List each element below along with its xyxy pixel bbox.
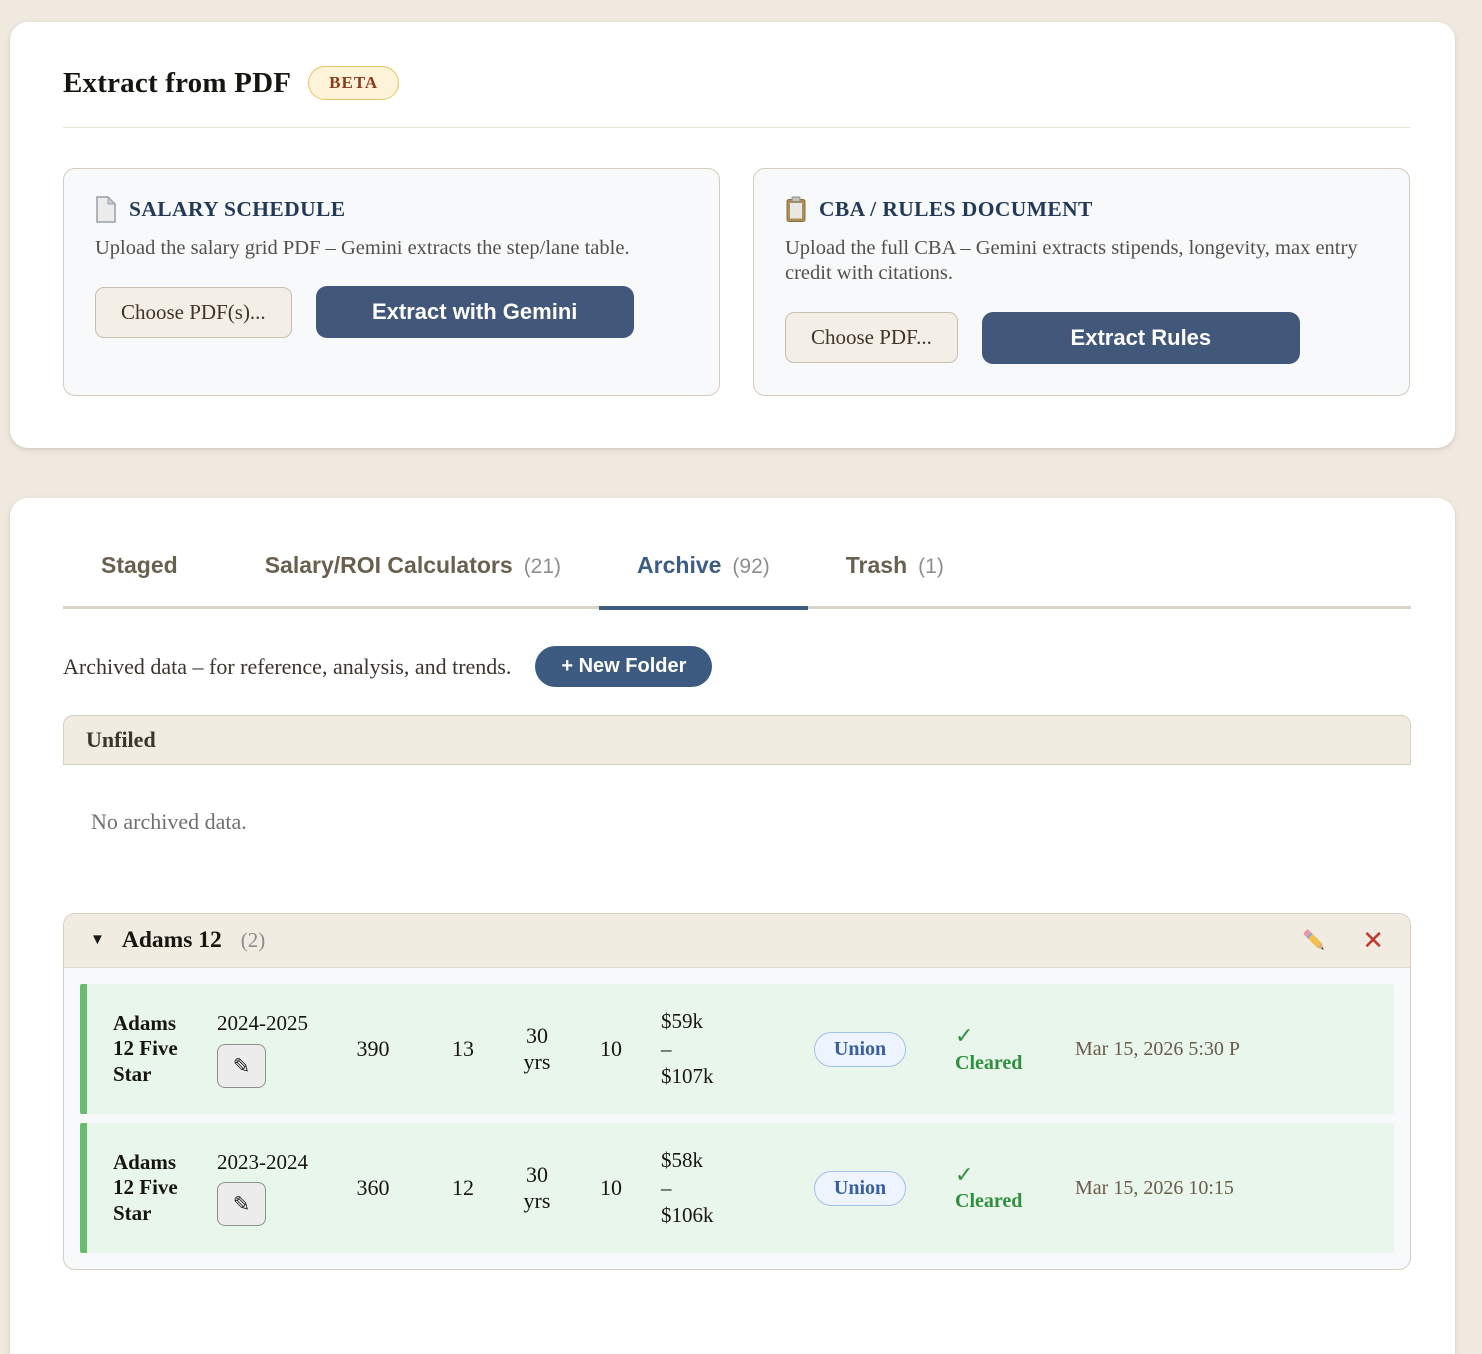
tab-trash-label: Trash [845,551,908,578]
salary-max: $107k [661,1063,714,1088]
salary-schedule-description: Upload the salary grid PDF – Gemini extr… [95,237,630,259]
cba-rules-heading-label: CBA / RULES DOCUMENT [819,197,1093,221]
cba-rules-panel: CBA / RULES DOCUMENT Upload the full CBA… [753,168,1410,396]
archive-subtitle: Archived data – for reference, analysis,… [63,653,512,679]
chevron-down-icon: ▼ [90,932,105,949]
tab-trash[interactable]: Trash (1) [808,552,982,610]
extract-rules-button[interactable]: Extract Rules [981,311,1300,364]
tab-bar: Staged Salary/ROI Calculators (21) Archi… [63,552,1411,610]
archive-subtitle-row: Archived data – for reference, analysis,… [63,646,1411,688]
row-timestamp: Mar 15, 2026 5:30 P [1075,1037,1240,1060]
new-folder-button[interactable]: + New Folder [535,646,713,688]
salary-min: $59k [661,1009,703,1034]
tab-salary-roi-calculators[interactable]: Salary/ROI Calculators (21) [227,552,599,610]
tab-salary-roi-count: (21) [523,554,562,578]
salary-schedule-panel: SALARY SCHEDULE Upload the salary grid P… [63,168,720,396]
salary-min: $58k [661,1148,703,1173]
row-district-name: Adams 12 Five Star [113,1149,178,1225]
rename-folder-pencil-icon[interactable] [1301,927,1328,954]
clipboard-icon [785,196,807,223]
adams-12-folder-header[interactable]: ▼ Adams 12 (2) ✕ [64,914,1410,969]
delete-folder-x-icon[interactable]: ✕ [1362,925,1384,956]
row-edit-pencil-button[interactable]: ✎ [217,1182,266,1227]
unfiled-empty-text: No archived data. [91,809,247,835]
folder-name: Adams 12 [121,927,222,954]
union-badge: Union [813,1031,907,1067]
title-divider [63,127,1410,128]
tab-salary-roi-label: Salary/ROI Calculators [264,551,513,578]
folder-body: Adams 12 Five Star 2024-2025 ✎ 390 13 30… [64,968,1410,1269]
row-year-label: 2024-2025 [217,1010,308,1035]
upload-panels: SALARY SCHEDULE Upload the salary grid P… [63,168,1410,396]
row-year-label: 2023-2024 [217,1149,308,1174]
row-value-1: 390 [356,1036,390,1062]
salary-schedule-buttons: Choose PDF(s)... Extract with Gemini [95,286,688,339]
row-value-1: 360 [356,1174,390,1200]
row-value-3: 30 yrs [523,1161,551,1214]
extract-with-gemini-button[interactable]: Extract with Gemini [315,286,634,339]
status-label: Cleared [955,1051,1023,1074]
tab-archive-count: (92) [732,554,770,578]
salary-max: $106k [661,1202,714,1227]
row-district-name: Adams 12 Five Star [113,1010,178,1087]
row-value-2: 13 [452,1036,474,1062]
row-year-cell: 2024-2025 ✎ [217,1011,313,1088]
check-icon: ✓ [955,1024,974,1049]
beta-badge: BETA [308,66,400,100]
salary-schedule-heading-label: SALARY SCHEDULE [129,197,346,221]
row-union-cell: Union [813,1170,907,1206]
salary-schedule-heading: SALARY SCHEDULE [95,196,688,223]
folder-actions: ✕ [1301,927,1384,954]
cba-rules-heading: CBA / RULES DOCUMENT [785,196,1378,223]
choose-pdf-button[interactable]: Choose PDF(s)... [95,286,292,338]
row-cleared-status: ✓ Cleared [955,1023,1055,1076]
row-value-4: 10 [600,1036,622,1062]
document-icon [95,196,117,223]
status-label: Cleared [955,1190,1023,1213]
tab-staged-label: Staged [101,551,178,578]
cba-rules-buttons: Choose PDF... Extract Rules [785,311,1378,364]
tab-staged[interactable]: Staged [63,552,227,610]
row-union-cell: Union [813,1031,907,1067]
row-timestamp: Mar 15, 2026 10:15 [1075,1176,1234,1199]
tab-trash-count: (1) [918,554,944,578]
union-badge: Union [813,1170,907,1206]
choose-pdf-button-cba[interactable]: Choose PDF... [785,312,958,364]
archive-card: Staged Salary/ROI Calculators (21) Archi… [10,497,1455,1354]
tab-archive-label: Archive [637,551,722,578]
archive-row-2024-2025: Adams 12 Five Star 2024-2025 ✎ 390 13 30… [80,984,1394,1115]
row-value-2: 12 [452,1174,474,1200]
extract-title-row: Extract from PDF BETA [63,66,1410,100]
extract-from-pdf-card: Extract from PDF BETA SALARY SCHEDULE Up… [10,22,1455,448]
salary-dash: – [661,1036,672,1061]
adams-12-folder-card: ▼ Adams 12 (2) ✕ [63,913,1411,1271]
folder-count: (2) [240,928,266,953]
row-value-4: 10 [600,1174,622,1200]
row-year-cell: 2023-2024 ✎ [217,1150,313,1227]
cba-rules-description: Upload the full CBA – Gemini extracts st… [785,237,1358,285]
page-title: Extract from PDF [63,66,292,99]
row-salary-range: $59k – $107k [661,1008,765,1090]
check-icon: ✓ [955,1162,974,1188]
archive-row-2023-2024: Adams 12 Five Star 2023-2024 ✎ 360 12 30… [80,1123,1394,1254]
row-value-3: 30 yrs [523,1022,551,1075]
tab-archive[interactable]: Archive (92) [599,552,808,610]
salary-dash: – [661,1175,672,1200]
row-salary-range: $58k – $106k [661,1147,765,1229]
unfiled-folder-header[interactable]: Unfiled [63,715,1411,766]
row-edit-pencil-button[interactable]: ✎ [217,1043,266,1088]
row-cleared-status: ✓ Cleared [955,1162,1055,1215]
